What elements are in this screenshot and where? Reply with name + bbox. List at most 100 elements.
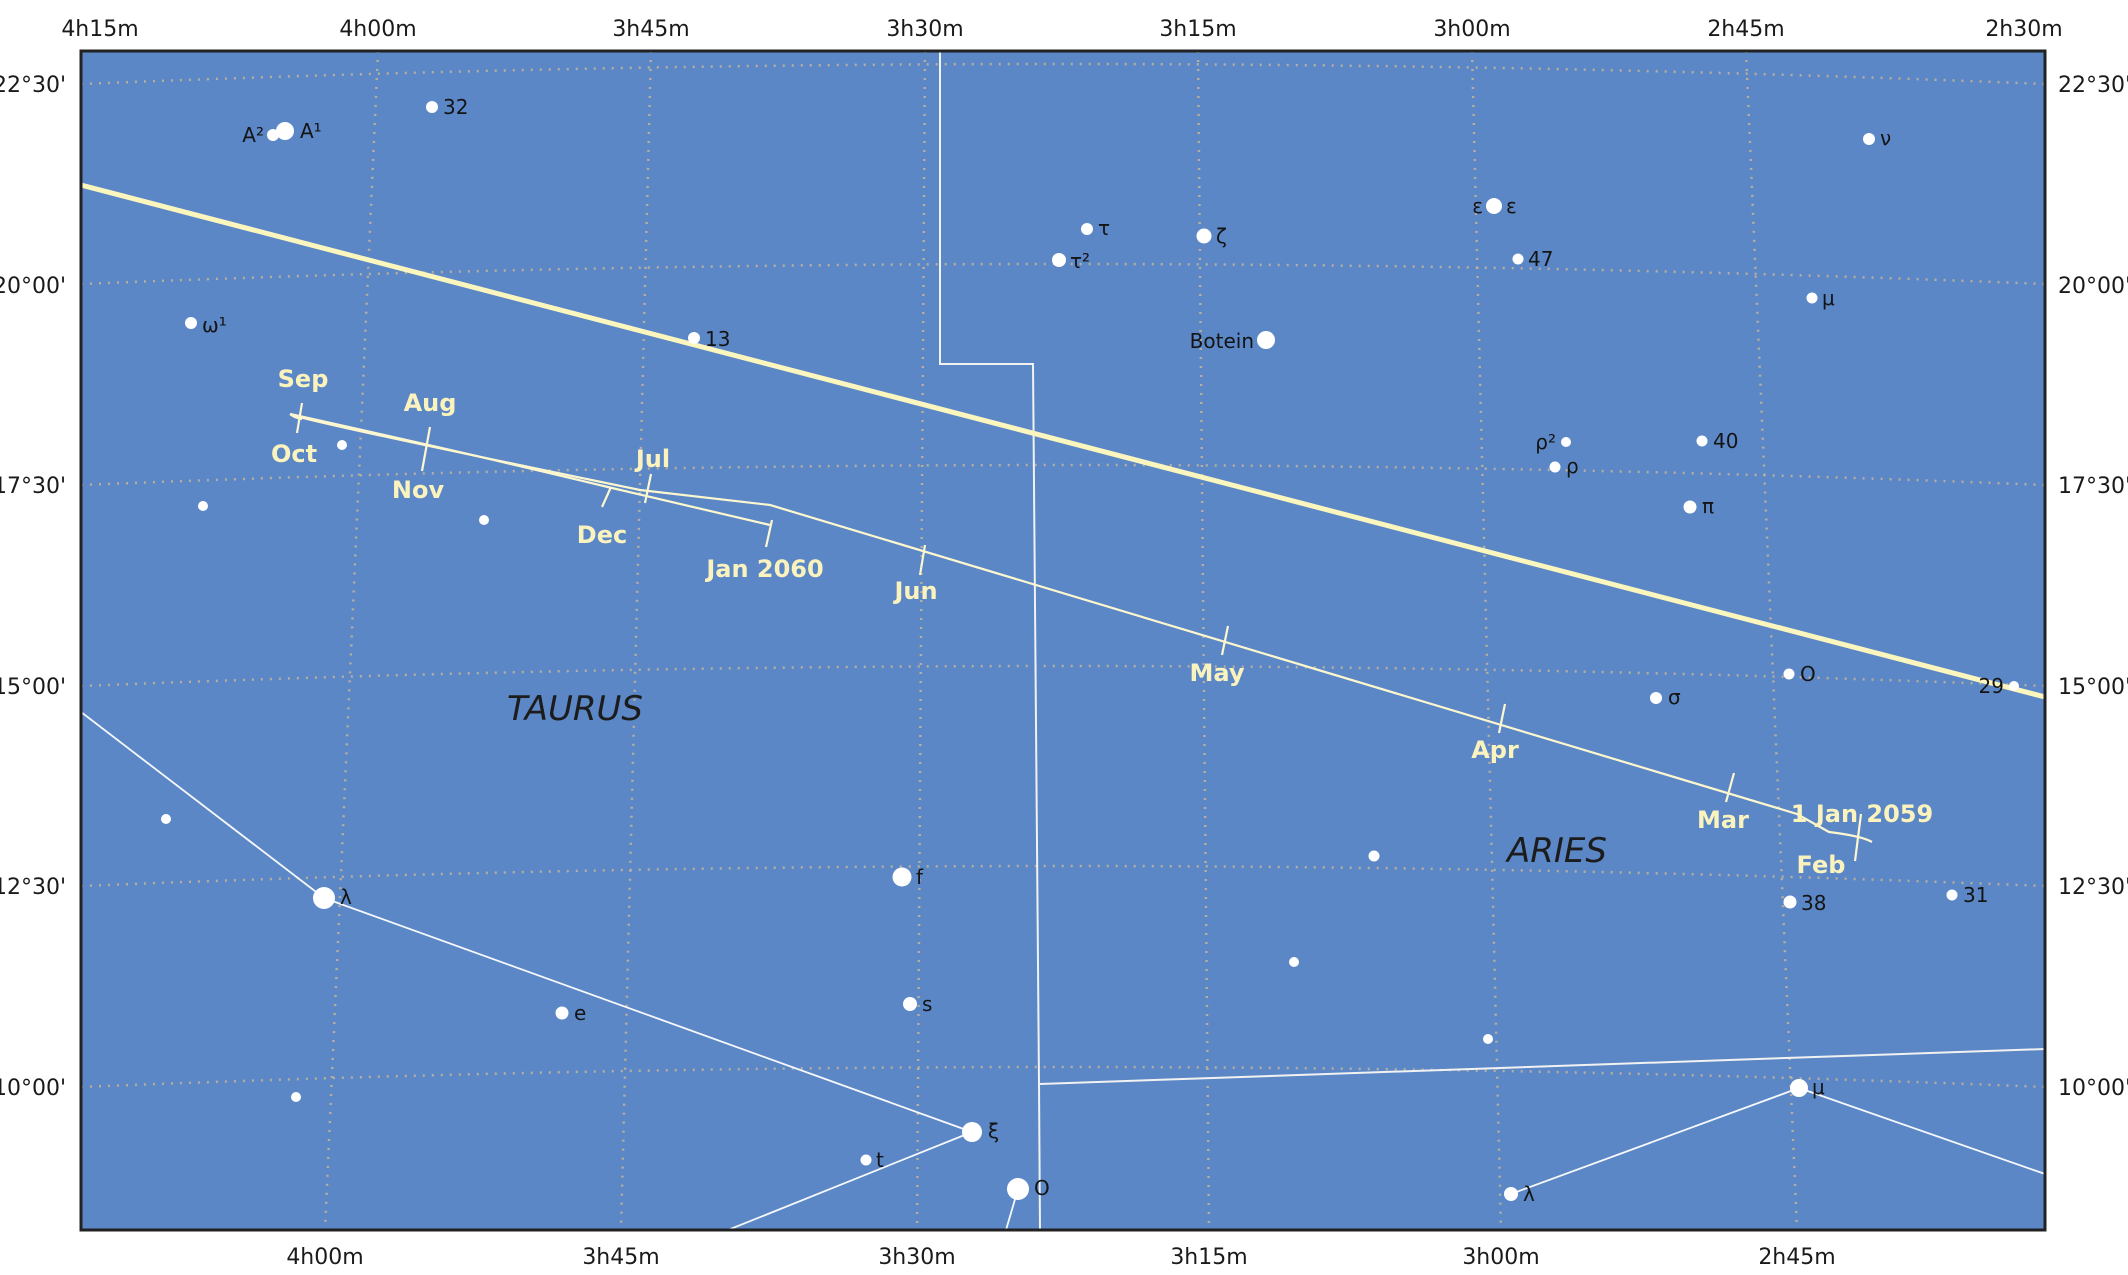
ra-tick-label: 4h15m xyxy=(61,17,138,42)
ra-tick-label: 3h30m xyxy=(886,17,963,42)
path-tick xyxy=(295,402,304,434)
dec-tick-label: 12°30' xyxy=(0,875,66,900)
ra-tick-label: 3h00m xyxy=(1433,17,1510,42)
ecliptic-line xyxy=(81,182,2045,700)
star xyxy=(1783,668,1795,680)
star xyxy=(161,814,171,824)
ra-tick-label: 3h15m xyxy=(1170,1245,1247,1270)
star xyxy=(1863,133,1875,145)
star-label: s xyxy=(922,992,932,1016)
star-label: λ xyxy=(1523,1182,1535,1206)
path-tick xyxy=(1724,772,1736,803)
star xyxy=(1196,228,1212,244)
star xyxy=(962,1122,982,1142)
star-label: A¹ xyxy=(300,119,322,143)
star xyxy=(2009,681,2019,691)
ra-tick-label: 4h00m xyxy=(286,1245,363,1270)
star-label: ε xyxy=(1472,194,1483,218)
constellation-name-taurus: TAURUS xyxy=(507,689,643,729)
star xyxy=(198,501,208,511)
star-label: 31 xyxy=(1963,883,1988,907)
star-label: 40 xyxy=(1713,429,1738,453)
star-label: ζ xyxy=(1216,224,1227,248)
star-label: 29 xyxy=(1979,674,2004,698)
constellation-name-aries: ARIES xyxy=(1505,831,1607,871)
ra-tick-label: 2h45m xyxy=(1758,1245,1835,1270)
star xyxy=(688,332,700,344)
star xyxy=(860,1154,872,1166)
object-path xyxy=(289,402,1873,862)
dec-gridline xyxy=(81,1065,2045,1089)
path-tick xyxy=(600,486,613,508)
star-label: τ xyxy=(1098,216,1110,240)
star xyxy=(1683,500,1697,514)
star-label: ω¹ xyxy=(202,313,227,337)
ra-tick-label: 3h45m xyxy=(582,1245,659,1270)
dec-grid xyxy=(81,62,2045,1089)
ra-grid xyxy=(323,51,1799,1230)
star xyxy=(1081,223,1093,235)
dec-tick-label: 17°30' xyxy=(2058,474,2128,499)
path-label-sep: Sep xyxy=(278,365,329,393)
path-label-jan-2060: Jan 2060 xyxy=(704,555,823,583)
star-label: 38 xyxy=(1801,891,1826,915)
dec-tick-label: 17°30' xyxy=(0,474,66,499)
path-label-nov: Nov xyxy=(392,476,445,504)
star xyxy=(1512,253,1524,265)
star xyxy=(1289,957,1299,967)
star xyxy=(1257,331,1275,349)
dec-tick-label: 10°00' xyxy=(0,1076,66,1101)
path-tick xyxy=(420,426,432,472)
star xyxy=(1368,850,1380,862)
star xyxy=(1504,1187,1518,1201)
dec-gridline xyxy=(81,864,2045,888)
ra-gridline xyxy=(1470,51,1503,1230)
star xyxy=(903,997,917,1011)
star xyxy=(1549,461,1561,473)
star xyxy=(1806,292,1818,304)
path-label-1-jan-2059: 1 Jan 2059 xyxy=(1791,800,1933,828)
dec-tick-label: 20°00' xyxy=(0,274,66,299)
dec-tick-label: 20°00' xyxy=(2058,274,2128,299)
plot-frame xyxy=(79,49,2047,1232)
dec-axis-right: 22°30' 20°00' 17°30' 15°00' 12°30' 10°00… xyxy=(2058,73,2128,1101)
path-tick xyxy=(643,473,653,504)
star xyxy=(892,867,912,887)
path-label-jul: Jul xyxy=(634,445,670,473)
star-label: σ xyxy=(1668,685,1681,709)
path-label-oct: Oct xyxy=(271,440,317,468)
star xyxy=(1486,198,1502,214)
ra-axis-top: 4h15m 4h00m 3h45m 3h30m 3h15m 3h00m 2h45… xyxy=(61,17,2062,42)
path-labels: Sep Aug Oct Nov Jul Dec Jan 2060 Jun May… xyxy=(271,365,1933,879)
star-label: λ xyxy=(340,885,352,909)
dec-gridline xyxy=(81,664,2045,688)
sky-background xyxy=(81,51,2045,1230)
star-label: ν xyxy=(1880,126,1891,150)
path-label-apr: Apr xyxy=(1471,736,1519,764)
star-label: 47 xyxy=(1528,247,1553,271)
ra-tick-label: 4h00m xyxy=(339,17,416,42)
path-tick xyxy=(1853,813,1863,862)
dec-tick-label: 22°30' xyxy=(2058,73,2128,98)
star-label: O xyxy=(1034,1176,1050,1200)
star xyxy=(1696,435,1708,447)
path-label-may: May xyxy=(1190,659,1245,687)
ra-tick-label: 3h45m xyxy=(612,17,689,42)
star-label: π xyxy=(1702,494,1714,518)
star xyxy=(1946,889,1958,901)
star-label: ε xyxy=(1506,194,1517,218)
dec-tick-label: 22°30' xyxy=(0,73,66,98)
star xyxy=(426,101,438,113)
ra-tick-label: 3h15m xyxy=(1159,17,1236,42)
star xyxy=(479,515,489,525)
ra-gridline xyxy=(915,51,927,1230)
star-label: f xyxy=(916,865,924,889)
ra-tick-label: 3h00m xyxy=(1462,1245,1539,1270)
star xyxy=(267,129,279,141)
star-label: τ² xyxy=(1070,249,1090,273)
dec-tick-label: 15°00' xyxy=(2058,675,2128,700)
star xyxy=(313,887,335,909)
path-label-feb: Feb xyxy=(1797,851,1846,879)
ra-gridline xyxy=(1196,51,1211,1230)
